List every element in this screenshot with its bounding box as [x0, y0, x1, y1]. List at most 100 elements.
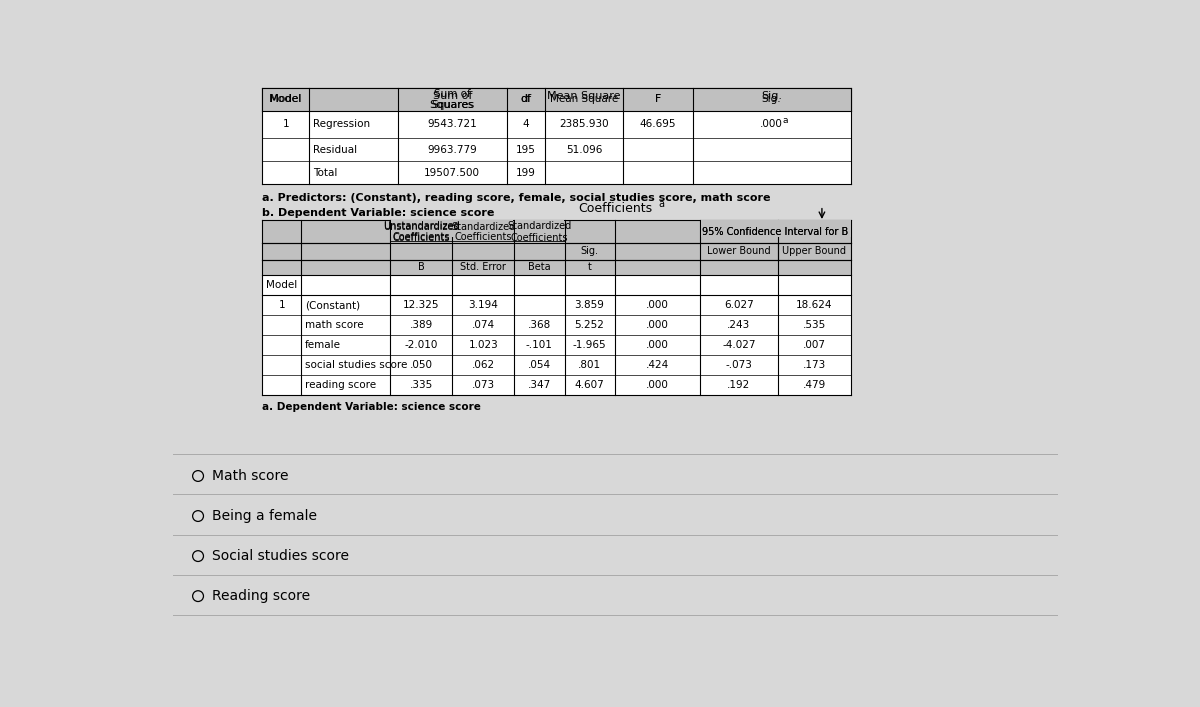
Text: 95% Confidence Interval for B: 95% Confidence Interval for B [702, 227, 848, 237]
Text: B: B [418, 262, 425, 272]
Text: 3.859: 3.859 [575, 300, 605, 310]
Text: F: F [654, 95, 661, 105]
Text: -.101: -.101 [526, 340, 552, 350]
Text: Social studies score: Social studies score [212, 549, 349, 563]
Text: social studies score: social studies score [305, 360, 407, 370]
Text: .335: .335 [409, 380, 433, 390]
Bar [391, 221, 514, 237]
Text: Mean Square: Mean Square [547, 90, 620, 100]
Bar [263, 161, 851, 184]
Text: df: df [521, 95, 532, 105]
Text: reading score: reading score [305, 380, 376, 390]
Text: a: a [659, 199, 665, 209]
Bar [263, 375, 851, 395]
Text: Squares: Squares [430, 100, 475, 110]
Text: Unstandardized: Unstandardized [383, 222, 460, 233]
Text: .000: .000 [760, 119, 782, 129]
Text: .535: .535 [803, 320, 826, 330]
Text: Coefficients: Coefficients [455, 231, 512, 242]
Bar [515, 221, 564, 237]
Text: 46.695: 46.695 [640, 119, 676, 129]
Text: 19507.500: 19507.500 [425, 168, 480, 177]
Text: 9543.721: 9543.721 [427, 119, 478, 129]
Text: .192: .192 [727, 380, 751, 390]
Text: Being a female: Being a female [212, 509, 317, 523]
Bar [701, 221, 851, 237]
Text: female: female [305, 340, 341, 350]
Text: Mean Square: Mean Square [550, 95, 618, 105]
Text: Upper Bound: Upper Bound [782, 246, 846, 256]
Text: 12.325: 12.325 [403, 300, 439, 310]
Text: -2.010: -2.010 [404, 340, 438, 350]
Text: 4.607: 4.607 [575, 380, 605, 390]
Text: Sig.: Sig. [581, 246, 599, 256]
Text: a: a [782, 116, 788, 124]
Text: Std. Error: Std. Error [461, 262, 506, 272]
Text: F: F [655, 95, 660, 105]
Text: 2385.930: 2385.930 [559, 119, 608, 129]
Text: 195: 195 [516, 144, 536, 155]
Text: .007: .007 [803, 340, 826, 350]
Text: .479: .479 [803, 380, 826, 390]
Text: -4.027: -4.027 [722, 340, 756, 350]
Bar [263, 315, 851, 335]
Text: Lower Bound: Lower Bound [707, 246, 770, 256]
Bar [263, 355, 851, 375]
Text: Model: Model [270, 95, 301, 105]
Text: .000: .000 [646, 320, 670, 330]
Text: 199: 199 [516, 168, 536, 177]
Text: 6.027: 6.027 [724, 300, 754, 310]
Text: (Constant): (Constant) [305, 300, 360, 310]
Text: .000: .000 [646, 300, 670, 310]
Text: 3.194: 3.194 [468, 300, 498, 310]
Bar [263, 88, 851, 111]
Text: 1.023: 1.023 [468, 340, 498, 350]
Text: Model: Model [266, 280, 298, 290]
Text: 18.624: 18.624 [796, 300, 833, 310]
Text: Math score: Math score [212, 469, 288, 483]
Text: .050: .050 [409, 360, 433, 370]
Text: .000: .000 [646, 380, 670, 390]
Text: -1.965: -1.965 [572, 340, 606, 350]
Text: b. Dependent Variable: science score: b. Dependent Variable: science score [263, 209, 494, 218]
Text: Sum of: Sum of [432, 90, 472, 100]
Text: math score: math score [305, 320, 364, 330]
Text: .074: .074 [472, 320, 494, 330]
Text: Coefficients: Coefficients [392, 231, 450, 242]
Text: 51.096: 51.096 [566, 144, 602, 155]
Text: 5.252: 5.252 [575, 320, 605, 330]
Text: 9963.779: 9963.779 [427, 144, 478, 155]
Bar [263, 111, 851, 138]
Text: .173: .173 [803, 360, 826, 370]
Text: Model: Model [269, 95, 302, 105]
Text: Standardized: Standardized [451, 222, 515, 233]
Text: 4: 4 [522, 119, 529, 129]
Text: .054: .054 [528, 360, 551, 370]
Bar [263, 295, 851, 315]
Text: .389: .389 [409, 320, 433, 330]
Text: a. Dependent Variable: science score: a. Dependent Variable: science score [263, 402, 481, 412]
Text: .368: .368 [528, 320, 551, 330]
Bar [263, 335, 851, 355]
Text: Unstandardized
Coefficients: Unstandardized Coefficients [383, 221, 460, 243]
Text: .073: .073 [472, 380, 494, 390]
Bar [263, 138, 851, 161]
Text: .347: .347 [528, 380, 551, 390]
Text: .000: .000 [646, 340, 670, 350]
Text: Sig.: Sig. [761, 90, 782, 100]
Text: a. Predictors: (Constant), reading score, female, social studies score, math sco: a. Predictors: (Constant), reading score… [263, 193, 770, 203]
Bar [263, 88, 851, 111]
Bar [263, 275, 851, 295]
Text: Standardized
Coefficients: Standardized Coefficients [506, 221, 571, 243]
Text: Regression: Regression [313, 119, 370, 129]
Text: .062: .062 [472, 360, 494, 370]
Text: Total: Total [313, 168, 337, 177]
Text: 1: 1 [278, 300, 286, 310]
Text: Sum of
Squares: Sum of Squares [431, 88, 473, 110]
Text: df: df [521, 95, 532, 105]
Text: 95% Confidence Interval for B: 95% Confidence Interval for B [702, 227, 848, 237]
Text: -.073: -.073 [726, 360, 752, 370]
Text: t: t [588, 262, 592, 272]
Text: .801: .801 [578, 360, 601, 370]
Text: Reading score: Reading score [212, 589, 310, 603]
